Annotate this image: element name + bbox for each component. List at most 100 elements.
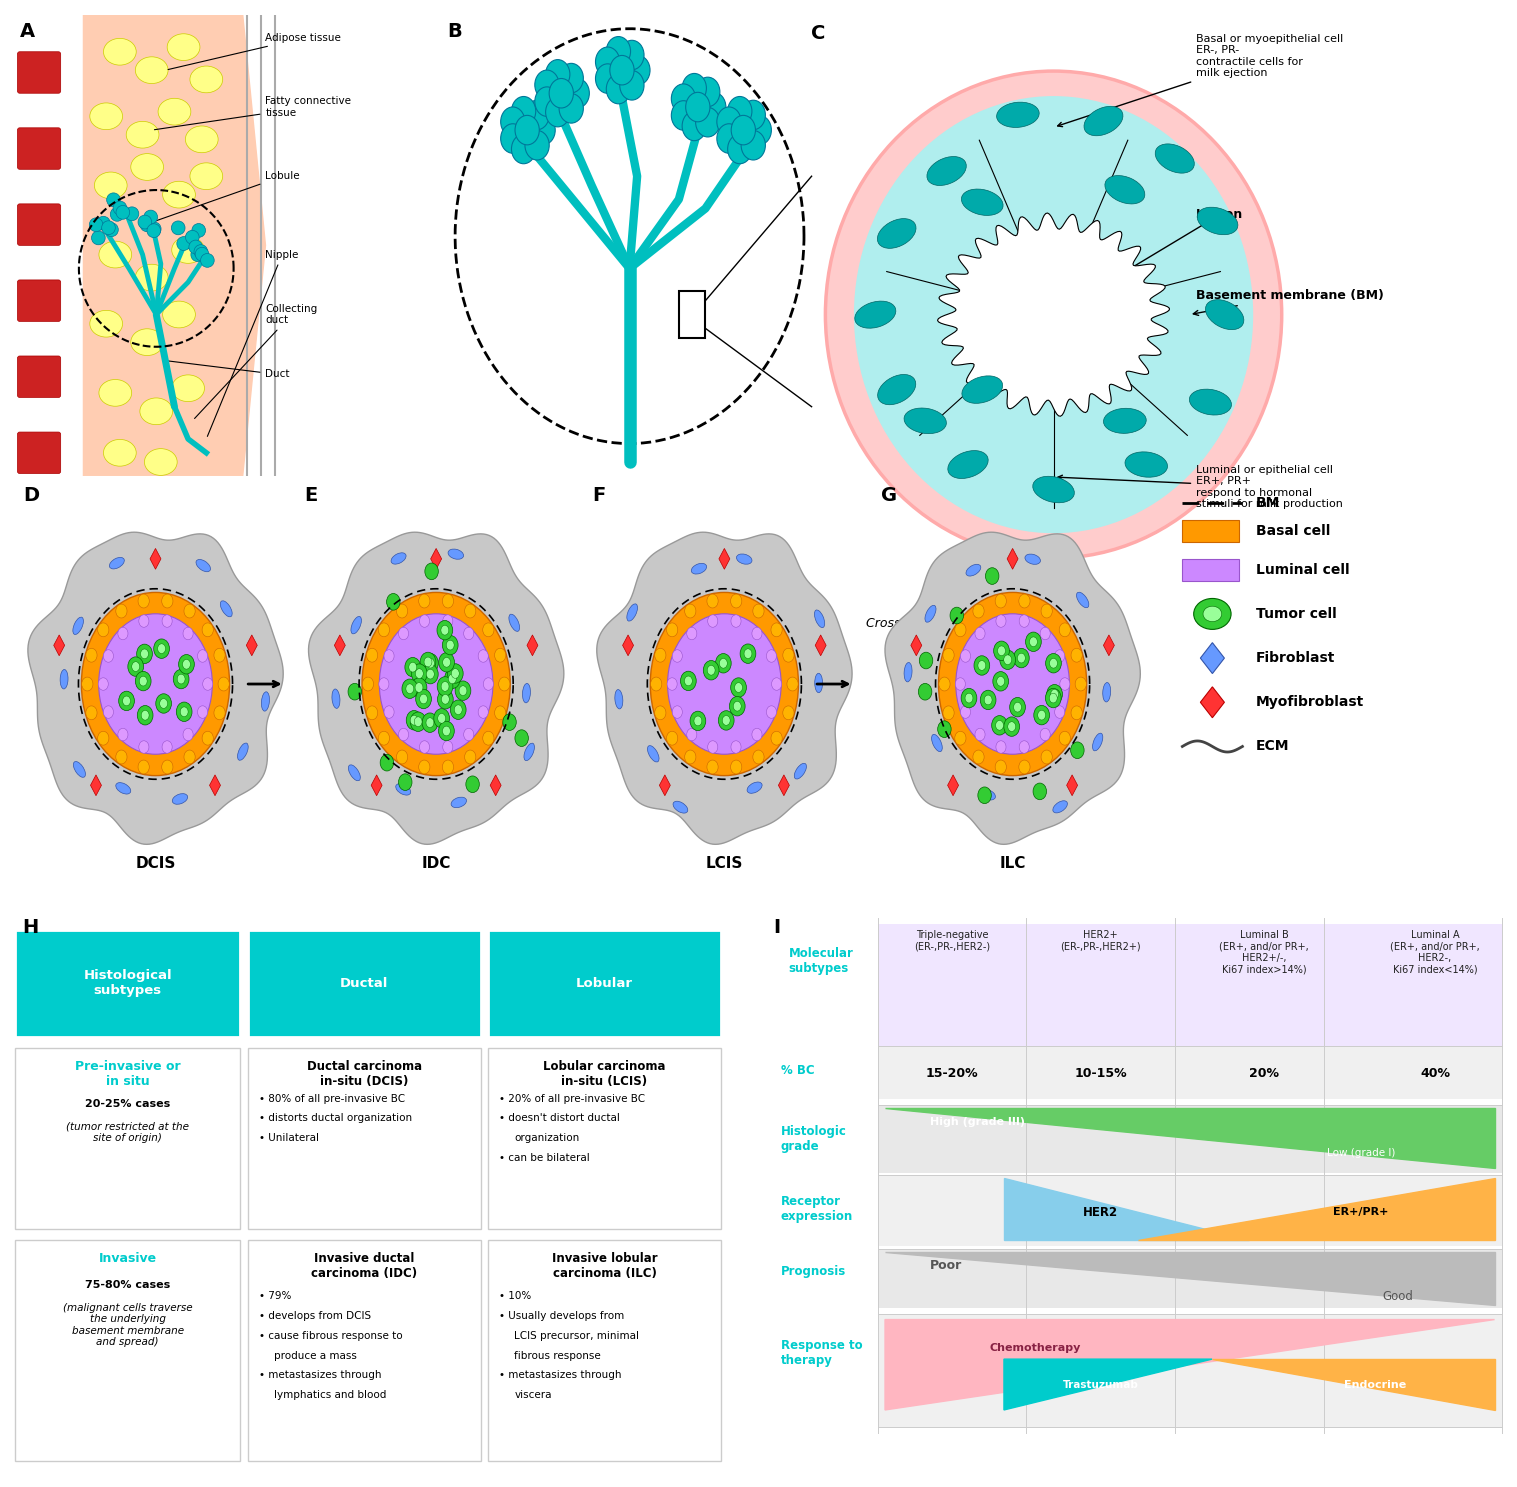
Circle shape (1050, 659, 1057, 668)
Circle shape (203, 678, 212, 690)
Circle shape (516, 116, 540, 144)
Circle shape (443, 595, 454, 608)
Circle shape (1076, 677, 1086, 691)
Text: DCIS: DCIS (135, 857, 176, 871)
Circle shape (159, 699, 167, 708)
Circle shape (141, 711, 149, 720)
Text: H: H (23, 919, 39, 937)
Circle shape (177, 674, 185, 684)
Ellipse shape (854, 300, 897, 329)
Circle shape (140, 677, 147, 686)
Circle shape (179, 654, 194, 674)
Ellipse shape (962, 376, 1003, 403)
Text: Adipose tissue: Adipose tissue (168, 33, 341, 70)
Circle shape (144, 210, 158, 225)
Circle shape (82, 592, 229, 776)
Circle shape (196, 247, 209, 262)
Circle shape (625, 55, 649, 85)
Circle shape (443, 760, 454, 773)
Circle shape (419, 760, 429, 773)
Circle shape (426, 659, 434, 668)
Text: • distorts ductal organization: • distorts ductal organization (259, 1114, 413, 1123)
Circle shape (426, 718, 434, 727)
Ellipse shape (185, 126, 218, 153)
Circle shape (482, 623, 495, 636)
Circle shape (687, 628, 696, 639)
Text: B: B (448, 22, 463, 40)
Circle shape (1000, 650, 1015, 669)
Polygon shape (490, 775, 501, 796)
Circle shape (672, 101, 696, 131)
Circle shape (118, 691, 135, 711)
Polygon shape (884, 1252, 1494, 1306)
Circle shape (118, 729, 127, 741)
Polygon shape (1200, 687, 1224, 718)
Ellipse shape (73, 761, 85, 778)
Circle shape (197, 650, 208, 662)
Polygon shape (948, 775, 959, 796)
Ellipse shape (1126, 452, 1168, 477)
Circle shape (1071, 742, 1085, 758)
Ellipse shape (171, 375, 205, 401)
Circle shape (728, 134, 752, 164)
Text: 10-15%: 10-15% (1074, 1068, 1127, 1080)
Ellipse shape (130, 329, 164, 355)
Circle shape (449, 674, 457, 684)
Circle shape (1051, 690, 1059, 699)
Ellipse shape (815, 610, 825, 628)
Ellipse shape (135, 265, 168, 291)
Circle shape (379, 614, 493, 754)
Polygon shape (884, 532, 1141, 845)
FancyBboxPatch shape (488, 1240, 721, 1460)
Circle shape (995, 721, 1003, 730)
Circle shape (99, 678, 108, 690)
Circle shape (1004, 654, 1012, 665)
Circle shape (1019, 614, 1029, 628)
Circle shape (666, 732, 678, 745)
Text: viscera: viscera (514, 1390, 552, 1401)
Circle shape (502, 714, 516, 730)
Circle shape (1013, 702, 1021, 712)
Circle shape (985, 694, 992, 705)
Ellipse shape (925, 605, 936, 622)
Ellipse shape (966, 564, 981, 575)
Circle shape (655, 648, 666, 662)
Circle shape (482, 732, 495, 745)
Text: Low (grade I): Low (grade I) (1326, 1148, 1396, 1158)
Circle shape (443, 614, 452, 628)
Text: Luminal B
(ER+, and/or PR+,
HER2+/-,
Ki67 index>14%): Luminal B (ER+, and/or PR+, HER2+/-, Ki6… (1220, 929, 1309, 974)
Text: 20-25% cases: 20-25% cases (85, 1099, 170, 1109)
Circle shape (771, 732, 783, 745)
Circle shape (752, 729, 762, 741)
Circle shape (978, 660, 986, 671)
Circle shape (111, 207, 124, 222)
Polygon shape (622, 635, 634, 656)
Circle shape (454, 705, 463, 715)
Polygon shape (1007, 549, 1018, 570)
Circle shape (607, 74, 631, 104)
Circle shape (918, 684, 931, 700)
Circle shape (719, 711, 734, 730)
Ellipse shape (94, 172, 127, 199)
Polygon shape (83, 15, 265, 476)
Ellipse shape (126, 122, 159, 149)
Circle shape (684, 677, 692, 686)
Circle shape (939, 677, 950, 691)
Text: E: E (305, 486, 317, 506)
Text: Triple-negative
(ER-,PR-,HER2-): Triple-negative (ER-,PR-,HER2-) (913, 929, 991, 952)
Text: Chemotherapy: Chemotherapy (989, 1343, 1080, 1353)
Circle shape (1019, 741, 1029, 754)
Circle shape (1045, 688, 1060, 708)
Circle shape (730, 696, 745, 715)
Circle shape (443, 657, 451, 668)
Text: • 80% of all pre-invasive BC: • 80% of all pre-invasive BC (259, 1093, 405, 1103)
Circle shape (197, 706, 208, 718)
Circle shape (90, 219, 103, 232)
Circle shape (998, 645, 1006, 656)
Circle shape (425, 657, 432, 666)
Circle shape (184, 235, 197, 250)
FancyBboxPatch shape (17, 52, 61, 94)
Text: Invasive: Invasive (99, 1252, 156, 1265)
Text: Pre-invasive or
in situ: Pre-invasive or in situ (74, 1060, 181, 1087)
Circle shape (127, 657, 144, 677)
